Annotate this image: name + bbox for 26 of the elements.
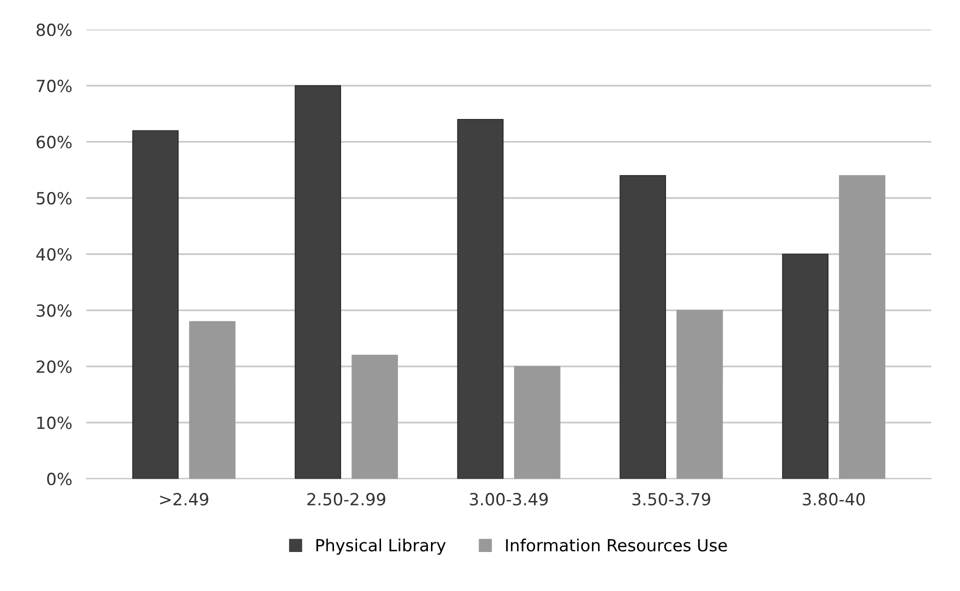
bar	[352, 354, 398, 479]
bar	[457, 118, 504, 479]
x-tick-label: 2.50-2.99	[307, 492, 386, 506]
legend-label: Information Resources Use	[506, 538, 727, 552]
legend-label: Physical Library	[316, 538, 446, 555]
y-tick-label: 10%	[37, 416, 72, 430]
x-tick-label: 3.00-3.49	[470, 492, 548, 506]
y-tick-label: 60%	[36, 136, 72, 148]
y-tick-label: 0%	[47, 472, 72, 486]
y-tick-label: 20%	[36, 360, 72, 373]
x-tick-label: 3.50-3.79	[632, 492, 710, 506]
y-tick-label: 30%	[36, 304, 72, 317]
x-tick-label: 3.80-40	[802, 492, 865, 506]
bar	[838, 175, 886, 479]
y-tick-label: 70%	[36, 80, 72, 92]
bar	[189, 321, 236, 479]
bar	[676, 310, 723, 479]
y-tick-label: 50%	[36, 192, 72, 205]
y-tick-label: 80%	[36, 24, 72, 36]
bar	[132, 130, 179, 479]
bar	[294, 85, 342, 479]
bar	[620, 175, 666, 479]
y-tick-label: 40%	[36, 248, 72, 261]
bar	[514, 366, 560, 479]
x-tick-label: >2.49	[160, 492, 208, 506]
bar	[782, 254, 828, 479]
